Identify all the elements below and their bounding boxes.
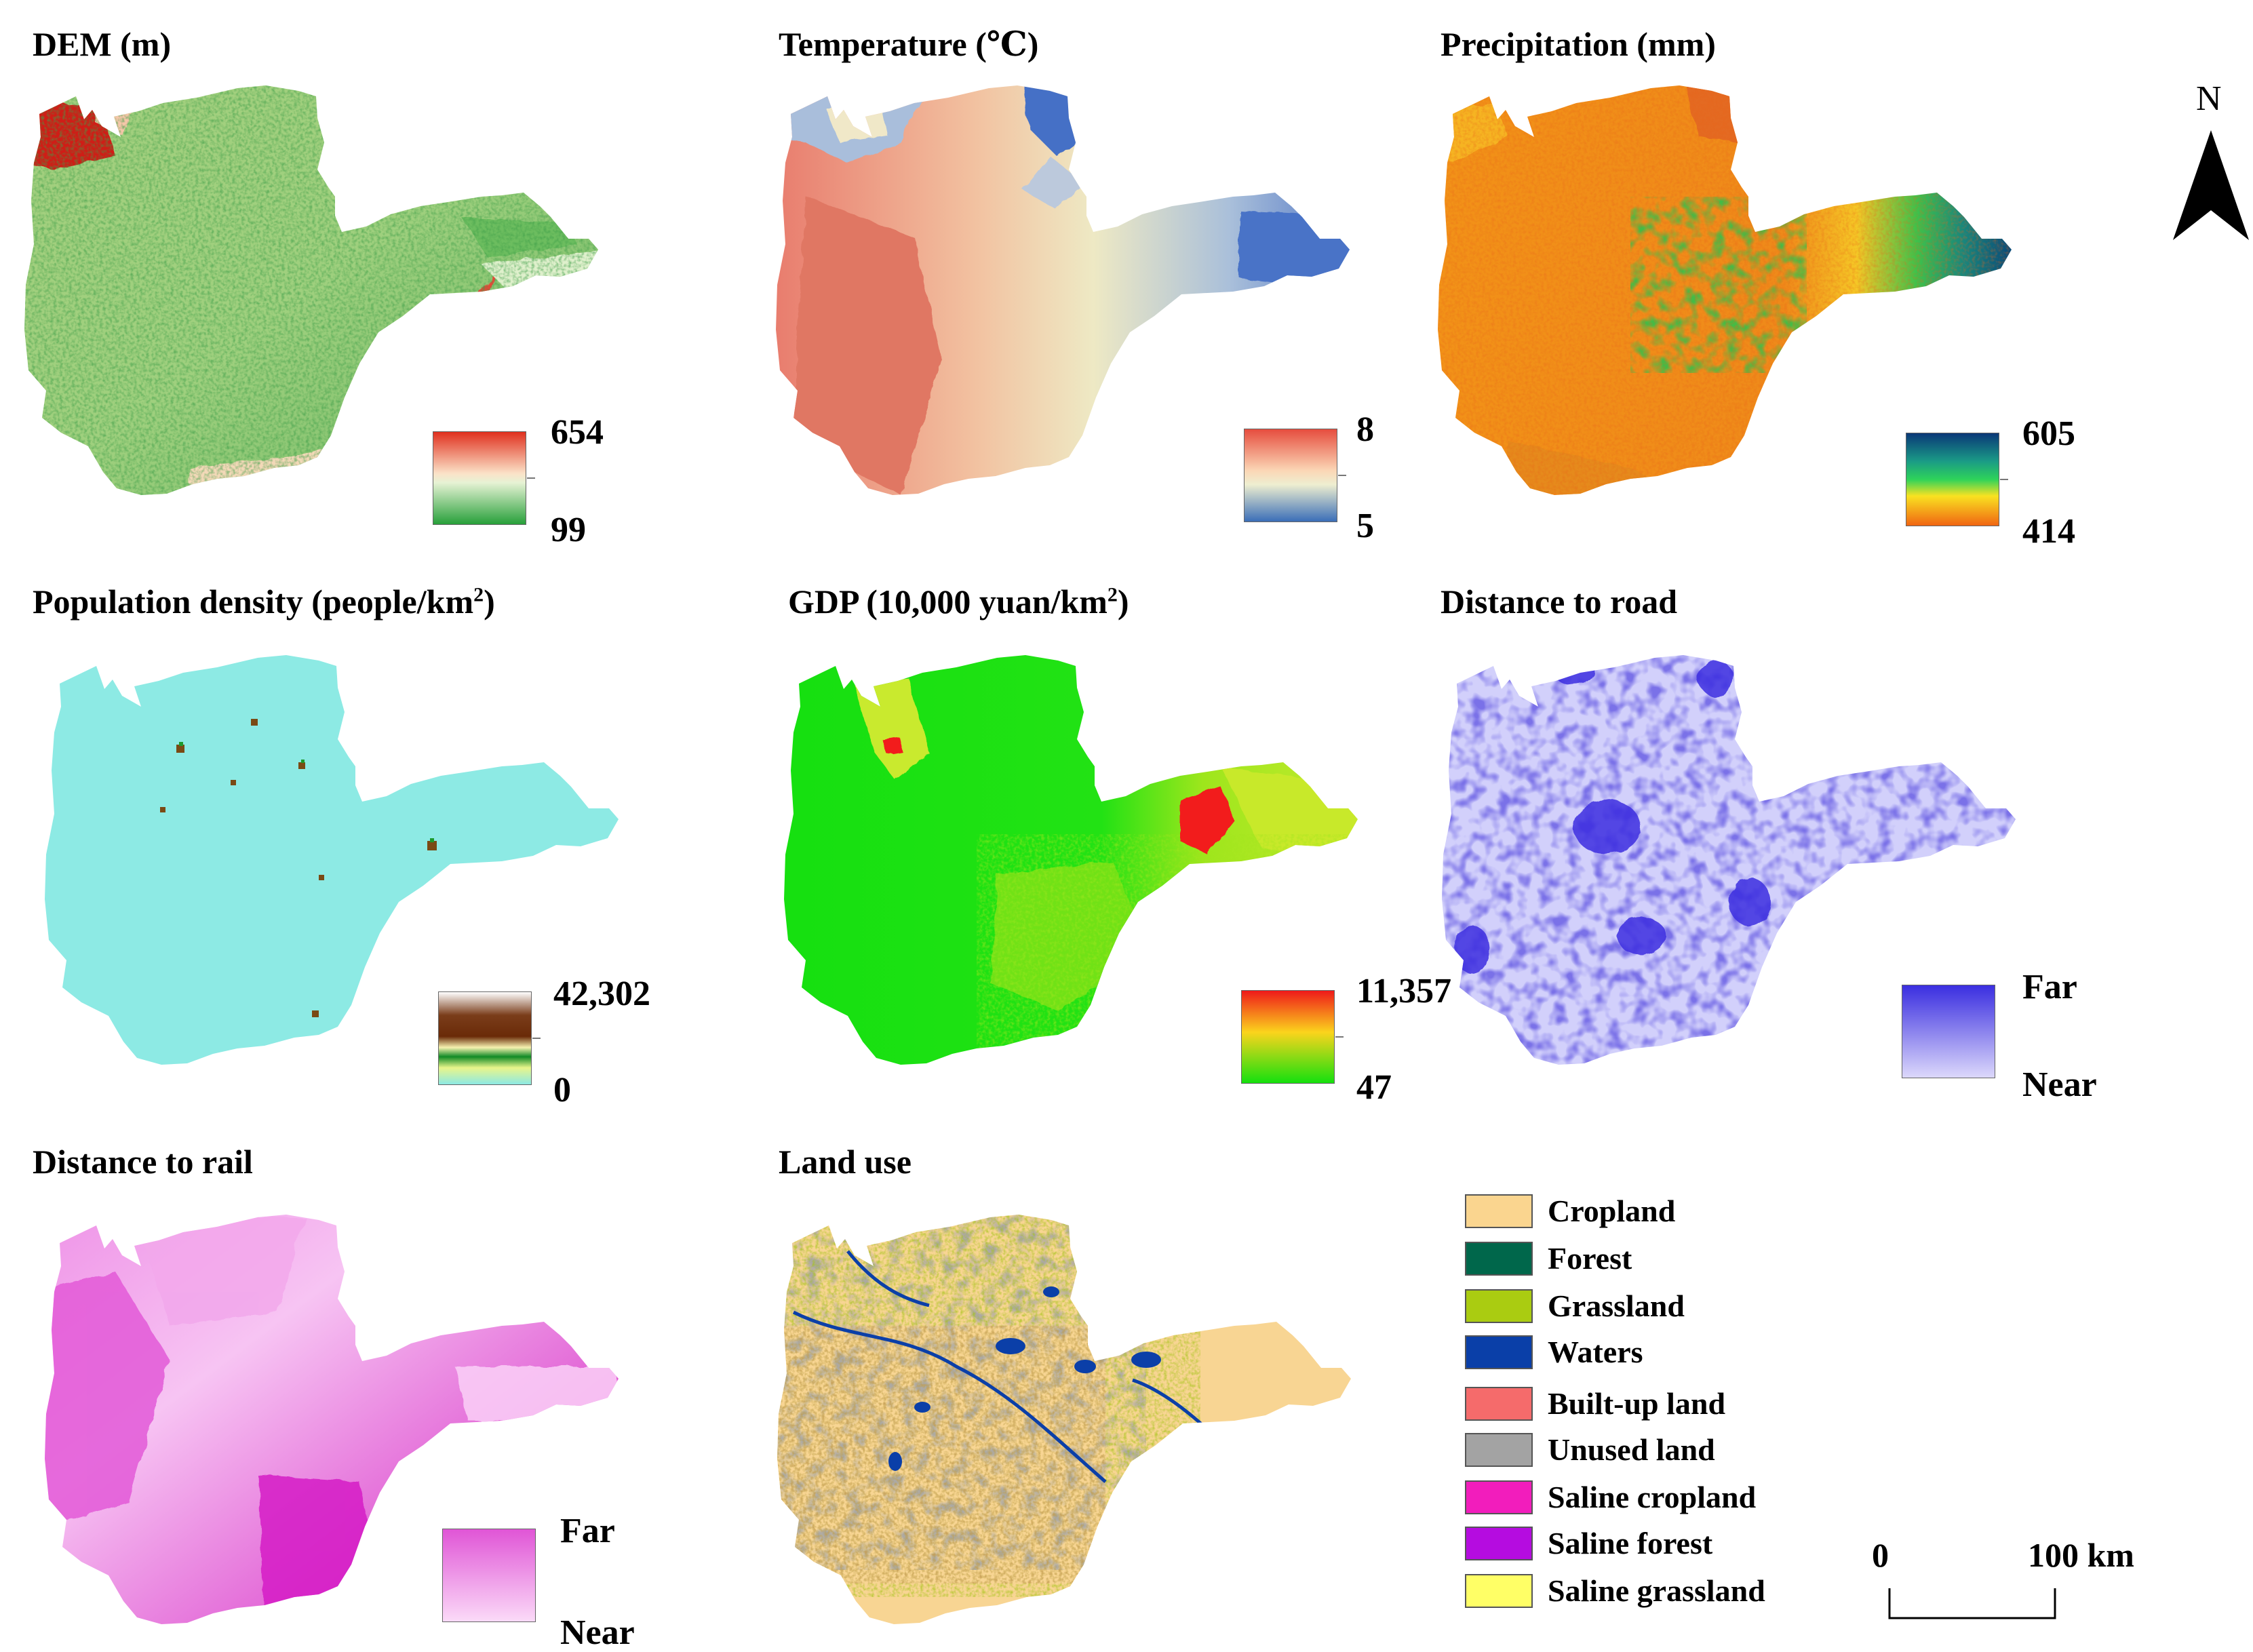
temperature-min-label: 5 — [1356, 507, 1374, 545]
dem-map — [24, 85, 598, 495]
scale-bar-line — [1888, 1588, 2056, 1619]
rail-colorbar — [442, 1529, 536, 1622]
legend-item: Grassland — [1465, 1285, 1750, 1329]
dem-colorbar — [433, 431, 535, 525]
legend-swatch — [1465, 1289, 1533, 1323]
legend-swatch — [1465, 1433, 1533, 1467]
population-min-label: 0 — [553, 1071, 571, 1109]
legend-swatch — [1465, 1242, 1533, 1276]
legend-item: Forest — [1465, 1238, 1750, 1281]
gdp-colorbar — [1241, 990, 1344, 1084]
population-colorbar — [438, 991, 541, 1085]
legend-label: Waters — [1548, 1335, 1643, 1369]
legend-swatch — [1465, 1574, 1533, 1608]
legend-item: Waters — [1465, 1331, 1750, 1375]
gdp-max-label: 11,357 — [1356, 972, 1452, 1010]
dem-min-label: 99 — [551, 511, 586, 549]
legend-item: Unused land — [1465, 1429, 1750, 1472]
gdp-map — [784, 655, 1358, 1065]
legend-item: Cropland — [1465, 1190, 1750, 1234]
temperature-map — [776, 85, 1350, 495]
legend-item: Saline grassland — [1465, 1570, 1765, 1613]
population-max-label: 42,302 — [553, 975, 650, 1013]
legend-swatch — [1465, 1194, 1533, 1228]
road-min-label: Near — [2022, 1065, 2097, 1104]
temperature-max-label: 8 — [1356, 410, 1374, 449]
legend-swatch — [1465, 1480, 1533, 1514]
gdp-title: GDP (10,000 yuan/km2) — [788, 583, 1129, 621]
population-map — [45, 655, 619, 1065]
precipitation-min-label: 414 — [2022, 512, 2075, 551]
legend-label: Saline grassland — [1548, 1573, 1765, 1608]
precipitation-colorbar — [1906, 433, 2008, 526]
road-title: Distance to road — [1441, 583, 1678, 621]
rail-min-label: Near — [560, 1613, 635, 1652]
temperature-colorbar — [1244, 429, 1346, 522]
temperature-title: Temperature (℃) — [779, 25, 1039, 63]
legend-item: Built-up land — [1465, 1383, 1750, 1426]
scale-end-label: 100 km — [2028, 1536, 2134, 1574]
rail-max-label: Far — [560, 1512, 615, 1550]
legend-label: Grassland — [1548, 1289, 1685, 1323]
dem-max-label: 654 — [551, 413, 604, 452]
dem-title: DEM (m) — [33, 25, 172, 63]
legend-label: Forest — [1548, 1241, 1632, 1276]
legend-label: Cropland — [1548, 1194, 1676, 1228]
precipitation-map — [1438, 85, 2012, 495]
landuse-map — [777, 1215, 1351, 1624]
precipitation-title: Precipitation (mm) — [1441, 25, 1716, 63]
gdp-min-label: 47 — [1356, 1068, 1392, 1107]
road-colorbar — [1902, 985, 1995, 1078]
landuse-title: Land use — [779, 1143, 912, 1181]
legend-label: Unused land — [1548, 1432, 1715, 1467]
rail-title: Distance to rail — [33, 1143, 253, 1181]
legend-label: Built-up land — [1548, 1386, 1726, 1421]
legend-item: Saline cropland — [1465, 1476, 1756, 1520]
north-arrow: N — [2170, 81, 2252, 251]
north-arrow-icon — [2173, 130, 2249, 240]
scale-bar: 0 100 km — [1872, 1538, 2157, 1626]
legend-label: Saline cropland — [1548, 1480, 1757, 1514]
legend-swatch — [1465, 1527, 1533, 1560]
north-label: N — [2196, 79, 2222, 118]
rail-map — [45, 1215, 619, 1624]
legend-swatch — [1465, 1335, 1533, 1369]
scale-start-label: 0 — [1872, 1536, 1889, 1574]
legend-swatch — [1465, 1387, 1533, 1421]
precipitation-max-label: 605 — [2022, 414, 2075, 453]
legend-label: Saline forest — [1548, 1526, 1713, 1560]
legend-item: Saline forest — [1465, 1522, 1750, 1566]
population-title: Population density (people/km2) — [33, 583, 495, 621]
road-max-label: Far — [2022, 968, 2077, 1006]
